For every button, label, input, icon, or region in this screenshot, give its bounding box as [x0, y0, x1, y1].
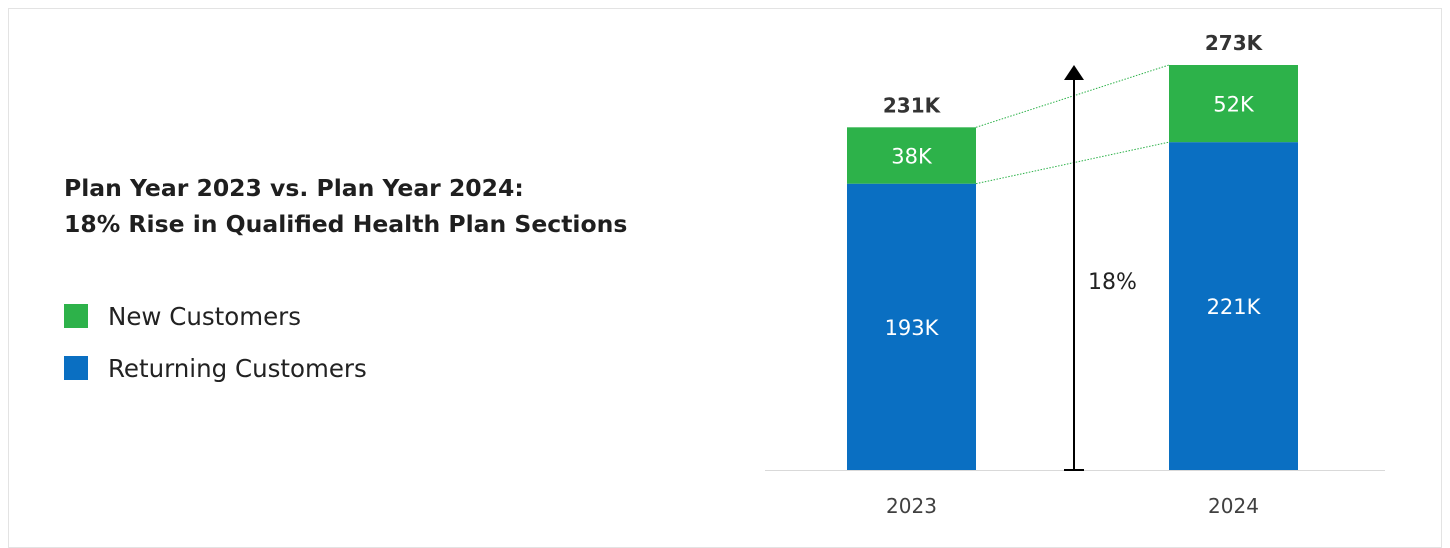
chart-title: Plan Year 2023 vs. Plan Year 2024: 18% R… [64, 170, 627, 242]
total-label-2023: 231K [883, 93, 942, 117]
growth-arrow-head [1064, 65, 1084, 80]
connector-line-returning [975, 141, 1170, 185]
data-label-returning-2023: 193K [885, 316, 940, 340]
legend-label-returning-customers: Returning Customers [108, 353, 367, 383]
legend-swatch-new-customers [64, 304, 88, 328]
legend: New Customers Returning Customers [64, 290, 367, 394]
x-tick-label-2023: 2023 [886, 494, 937, 518]
x-tick-label-2024: 2024 [1208, 494, 1259, 518]
legend-label-new-customers: New Customers [108, 301, 301, 331]
bar-new-2023 [847, 127, 976, 184]
growth-annotation: 18% [1088, 270, 1137, 295]
bar-returning-2024 [1169, 142, 1298, 470]
bar-new-2024 [1169, 65, 1298, 143]
stacked-bar-chart: 193K 38K 231K 2023 221K 52K 273K 2024 18% [765, 31, 1385, 518]
connector-line-total [975, 64, 1170, 128]
data-label-returning-2024: 221K [1207, 295, 1262, 319]
bar-returning-2023 [847, 183, 976, 470]
total-label-2024: 273K [1205, 31, 1264, 55]
legend-swatch-returning-customers [64, 356, 88, 380]
chart-title-line-1: Plan Year 2023 vs. Plan Year 2024: [64, 174, 524, 202]
legend-item-returning-customers: Returning Customers [64, 342, 367, 394]
data-label-new-2023: 38K [891, 144, 933, 168]
data-label-new-2024: 52K [1213, 93, 1255, 117]
legend-item-new-customers: New Customers [64, 290, 367, 342]
chart-title-line-2: 18% Rise in Qualified Health Plan Sectio… [64, 210, 628, 238]
